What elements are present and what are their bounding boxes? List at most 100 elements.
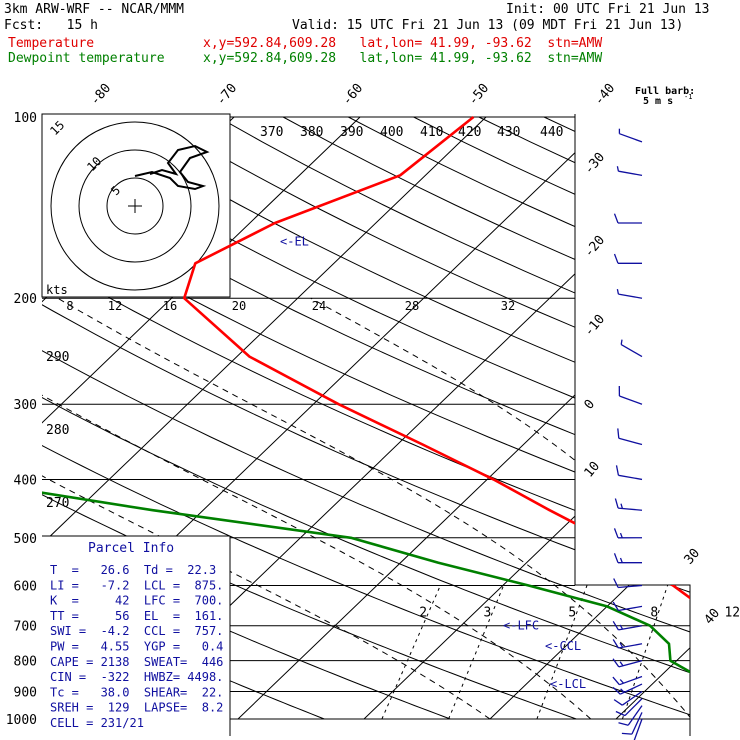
plot-frame <box>574 114 691 736</box>
dewpoint-legend-info: x,y=592.84,609.28 lat,lon= 41.99, -93.62… <box>203 51 603 66</box>
wind-barb-flag <box>619 642 624 648</box>
wind-barb-staff <box>618 170 643 176</box>
temp-axis-label: -30 <box>582 150 609 178</box>
theta-label: 370 <box>260 125 283 140</box>
parcel-info-row: LI = -7.2 LCL = 875. <box>50 578 223 592</box>
wind-barb-staff <box>618 474 643 481</box>
parcel-info-row: PW = 4.55 YGP = 0.4 <box>50 640 223 654</box>
speed-axis-label: 28 <box>405 299 419 313</box>
wind-barb-flag <box>619 557 623 563</box>
wind-barb-flag <box>619 679 624 684</box>
wind-barb-flag <box>612 601 619 611</box>
isobar-label: 800 <box>14 655 37 670</box>
dry-adiabat <box>674 116 690 720</box>
isobar-label: 1000 <box>6 713 37 728</box>
hodo-ring-5 <box>106 177 164 235</box>
parcel-info-row: T = 26.6 Td = 22.3 <box>50 563 216 577</box>
wind-barb-staff <box>618 293 643 299</box>
wind-barb-staff <box>620 344 643 358</box>
temperature-legend-info: x,y=592.84,609.28 lat,lon= 41.99, -93.62… <box>203 36 603 51</box>
hodograph-trace <box>134 144 210 191</box>
hodo-ring-10 <box>78 149 192 263</box>
temp-axis-label: -50 <box>466 81 493 109</box>
dry-adiabat <box>42 116 690 720</box>
mixing-ratio-label: 5 <box>568 606 576 621</box>
parcel-info-row: CAPE = 2138 SWEAT= 446 <box>50 655 223 669</box>
wind-barbs <box>612 128 643 740</box>
temp-axis-label: 0 <box>582 397 599 413</box>
isotherm-line <box>42 116 361 720</box>
wind-barb <box>615 465 643 481</box>
el-marker: <-EL <box>280 235 309 249</box>
wind-barb-flag <box>613 553 619 563</box>
speed-axis-label: 12 <box>108 299 122 313</box>
parcel-info-row: CIN = -322 HWBZ= 4498. <box>50 670 223 684</box>
parcel-info-row: TT = 56 EL = 161. <box>50 609 223 623</box>
moist-adiabat <box>57 297 690 720</box>
wind-barb-flag <box>612 620 619 631</box>
mixing-ratio-label: 12 <box>724 606 740 621</box>
wind-barb <box>613 690 643 706</box>
hodograph-unit: kts <box>46 283 68 297</box>
hodo-ring-15 <box>50 121 220 291</box>
parcel-info-row: CELL = 231/21 <box>50 716 144 730</box>
wind-barb <box>612 601 643 612</box>
parcel-info-row: Tc = 38.0 SHEAR= 22. <box>50 685 223 699</box>
moist-adiabat <box>42 297 592 720</box>
temperature-legend-label: Temperature <box>8 36 95 51</box>
wind-barb <box>613 253 643 264</box>
wind-barb-flag <box>617 428 620 439</box>
moist-adiabat <box>310 297 690 720</box>
wind-barb-flag <box>612 686 621 695</box>
dewpoint-legend-label: Dewpoint temperature <box>8 51 165 66</box>
isobar-label: 500 <box>14 532 37 547</box>
wind-barb-flag <box>613 528 619 539</box>
theta-label: 380 <box>300 125 323 140</box>
mixing-ratio-line <box>381 585 441 720</box>
isotherm-line <box>363 116 690 720</box>
wind-barb-flag <box>613 253 619 264</box>
ccl-marker: <-CCL <box>545 639 581 653</box>
speed-axis-label: 24 <box>312 299 326 313</box>
wind-barb-flag <box>616 166 620 172</box>
speed-axis-label: 32 <box>501 299 515 313</box>
wind-barb <box>612 639 643 649</box>
barb-legend-label: Full barb: <box>635 86 695 97</box>
wind-barb-staff <box>631 712 643 735</box>
wind-barb-flag <box>620 503 624 509</box>
mixing-ratio-label: 8 <box>650 606 658 621</box>
wind-barb <box>617 428 643 446</box>
wind-barb-staff <box>619 395 643 405</box>
dry-adiabat <box>42 116 690 720</box>
wind-barb-flag <box>615 465 620 476</box>
parcel-info-row: SWI = -4.2 CCL = 757. <box>50 624 223 638</box>
isotherm-line <box>615 116 690 720</box>
wind-barb-staff <box>619 683 643 695</box>
wind-barb-flag <box>613 699 623 706</box>
wind-barb-flag <box>614 498 619 509</box>
theta-label: 390 <box>340 125 363 140</box>
moist-adiabat <box>626 297 690 720</box>
wind-barb <box>615 698 643 717</box>
isobar-label: 700 <box>14 620 37 635</box>
wind-barb <box>618 128 643 143</box>
wind-barb <box>621 712 643 735</box>
wind-barb <box>633 718 643 740</box>
dry-adiabat <box>42 116 690 720</box>
wind-barb-flag <box>612 639 619 649</box>
mixing-ratio-label: 3 <box>483 606 491 621</box>
valid-time: Valid: 15 UTC Fri 21 Jun 13 (09 MDT Fri … <box>292 18 684 33</box>
wind-barb <box>618 385 643 405</box>
isobar-label: 200 <box>14 292 37 307</box>
theta-label: 430 <box>497 125 520 140</box>
mixing-ratio-line <box>536 585 588 720</box>
wind-barb-flag <box>621 732 632 735</box>
wind-barb-staff <box>618 437 643 446</box>
wind-barb <box>620 339 643 358</box>
mixing-ratio-label: 2 <box>419 606 427 621</box>
wind-barb-flag <box>618 722 629 726</box>
speed-axis-label: 20 <box>232 299 246 313</box>
isobar-label: 300 <box>14 398 37 413</box>
temp-axis-label: -60 <box>340 81 367 109</box>
